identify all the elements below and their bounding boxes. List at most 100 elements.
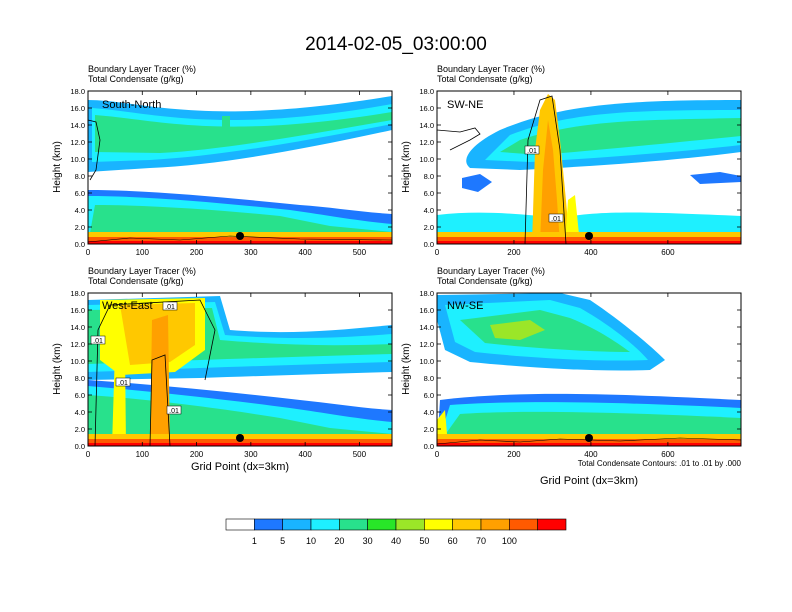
panel-title-tracer: Boundary Layer Tracer (%) (88, 266, 196, 276)
y-tick-label: 12.0 (70, 138, 85, 147)
y-tick-label: 0.0 (424, 240, 434, 249)
contour-label: .01 (90, 335, 106, 345)
x-tick-label: 500 (353, 248, 367, 257)
x-tick-label: 600 (661, 450, 675, 459)
colorbar-swatch (395, 518, 425, 531)
x-tick-label: 200 (190, 450, 204, 459)
y-tick-label: 18.0 (70, 289, 85, 298)
y-tick-label: 14.0 (419, 121, 434, 130)
y-tick-label: 16.0 (70, 104, 85, 113)
colorbar-label: 1 (252, 536, 257, 546)
panel-title-condensate: Total Condensate (g/kg) (88, 74, 184, 84)
colorbar-label: 5 (280, 536, 285, 546)
contour-footnote: Total Condensate Contours: .01 to .01 by… (578, 459, 742, 468)
panel-title-tracer: Boundary Layer Tracer (%) (88, 64, 196, 74)
convective-tower (150, 315, 170, 446)
y-tick-label: 2.0 (75, 223, 85, 232)
isolated-cell (222, 116, 230, 134)
upper-cloud-core (490, 320, 545, 340)
colorbar: 1 5 10 20 30 40 50 60 70 100 (225, 518, 567, 546)
panel-label: NW-SE (447, 300, 483, 312)
panel-label: South-North (102, 99, 161, 111)
x-tick-label: 0 (86, 450, 91, 459)
panel-title-tracer: Boundary Layer Tracer (%) (437, 64, 545, 74)
plot-frame (87, 292, 393, 447)
condensate-contour (88, 119, 101, 181)
y-tick-label: 6.0 (424, 391, 434, 400)
x-tick-label: 300 (244, 450, 258, 459)
colorbar-swatch (537, 518, 567, 531)
x-tick-label: 200 (190, 248, 204, 257)
boundary-layer-core (437, 439, 741, 446)
contour-label: .01 (166, 405, 182, 415)
y-tick-label: 14.0 (70, 323, 85, 332)
colorbar-swatch (310, 518, 340, 531)
y-tick-label: 0.0 (75, 240, 85, 249)
colorbar-swatch (480, 518, 510, 531)
y-tick-label: 8.0 (424, 172, 434, 181)
condensate-contour (94, 299, 216, 446)
y-tick-label: 18.0 (419, 289, 434, 298)
site-marker (236, 232, 244, 240)
x-tick-label: 200 (507, 450, 521, 459)
boundary-layer-surface (88, 241, 392, 244)
x-tick-label: 300 (244, 248, 258, 257)
condensate-contour (149, 354, 171, 446)
y-tick-label: 4.0 (75, 408, 85, 417)
axes: 0.0 2.0 4.0 6.0 8.0 10.0 12.0 14.0 16.0 18.0 0 200 4… (419, 289, 741, 459)
site-marker (236, 434, 244, 442)
colorbar-swatch (282, 518, 312, 531)
y-tick-label: 2.0 (424, 223, 434, 232)
boundary-layer-core (88, 237, 392, 244)
panel-title-condensate: Total Condensate (g/kg) (437, 276, 533, 286)
boundary-layer-surface (437, 443, 741, 446)
panel-label: West-East (102, 300, 153, 312)
upper-cloud-core (460, 310, 630, 352)
panel-label: SW-NE (447, 99, 483, 111)
colorbar-swatch (452, 518, 482, 531)
x-tick-label: 400 (298, 248, 312, 257)
y-tick-label: 8.0 (424, 374, 434, 383)
y-tick-label: 8.0 (75, 172, 85, 181)
convective-tower-core (540, 120, 560, 244)
panel-title-condensate: Total Condensate (g/kg) (88, 276, 184, 286)
plot-frame (436, 90, 742, 245)
panel-south-north: Boundary Layer Tracer (%) Total Condensa… (52, 64, 393, 257)
x-axis-label: Grid Point (dx=3km) (540, 475, 638, 487)
panel-title-tracer: Boundary Layer Tracer (%) (437, 266, 545, 276)
y-tick-label: 18.0 (419, 87, 434, 96)
condensate-contour (437, 437, 741, 445)
y-tick-label: 18.0 (70, 87, 85, 96)
plot-frame (87, 90, 393, 245)
colorbar-swatch (225, 518, 255, 531)
y-tick-label: 6.0 (424, 189, 434, 198)
panel-west-east: Boundary Layer Tracer (%) Total Condensa… (52, 266, 393, 473)
y-tick-label: 10.0 (419, 357, 434, 366)
x-axis-label: Grid Point (dx=3km) (191, 461, 289, 473)
y-axis-label: Height (km) (52, 343, 63, 395)
svg-text:.01: .01 (169, 408, 179, 415)
x-tick-label: 400 (584, 450, 598, 459)
y-tick-label: 4.0 (75, 206, 85, 215)
y-axis-label: Height (km) (401, 343, 412, 395)
colorbar-label: 60 (448, 536, 458, 546)
x-tick-label: 400 (584, 248, 598, 257)
colorbar-swatch (339, 518, 368, 531)
x-tick-label: 400 (298, 450, 312, 459)
y-tick-label: 4.0 (424, 408, 434, 417)
y-tick-label: 16.0 (419, 306, 434, 315)
plot-frame (436, 292, 742, 447)
boundary-layer-surface (437, 241, 741, 244)
x-tick-label: 500 (353, 450, 367, 459)
colorbar-swatch (424, 518, 453, 531)
site-marker (585, 434, 593, 442)
colorbar-swatch (367, 518, 397, 531)
x-tick-label: 600 (661, 248, 675, 257)
boundary-layer-surface (88, 443, 392, 446)
y-tick-label: 14.0 (419, 323, 434, 332)
x-tick-label: 200 (507, 248, 521, 257)
colorbar-swatch (254, 518, 283, 531)
x-tick-label: 100 (136, 450, 150, 459)
convective-tower (565, 195, 580, 244)
